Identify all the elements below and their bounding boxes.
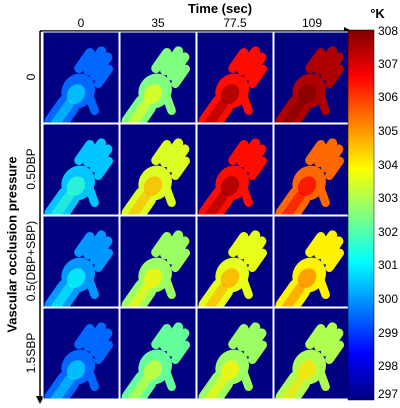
thermal-cell-r3-c4 [273,215,351,308]
hand-silhouette [121,46,190,123]
hand-silhouette [121,230,190,307]
thermal-cell-r1-c2 [119,31,197,124]
column-label: 0 [77,16,85,30]
colorbar-tick-label: 299 [378,325,399,340]
thermal-cell-r4-c3 [196,307,274,400]
hand-silhouette [44,322,113,399]
x-axis-title: Time (sec) [187,1,253,16]
thermal-cell-r1-c1 [42,31,120,124]
hand-silhouette [44,138,113,215]
thermal-cell-r1-c4 [273,31,351,124]
hand-silhouette [275,138,344,215]
thermal-cell-r2-c1 [42,123,120,216]
colorbar-tick-label: 307 [378,56,399,71]
colorbar-tick-label: 306 [378,90,399,105]
thermal-cell-r4-c1 [42,307,120,400]
y-axis-title: Vascular occlusion pressure [4,156,20,333]
colorbar-tick-label: 297 [378,387,399,401]
column-label: 77.5 [223,16,247,30]
hand-silhouette [198,46,267,123]
colorbar-tick-label: 305 [378,123,399,138]
hand-silhouette [198,230,267,307]
thermal-cell-r3-c1 [42,215,120,308]
colorbar-unit: °K [370,6,385,21]
thermal-cell-r1-c3 [196,31,274,124]
row-label: 1.5SBP [24,332,38,373]
colorbar [347,29,375,401]
hand-silhouette [275,46,344,123]
hand-silhouette [44,46,113,123]
hand-silhouette [198,322,267,399]
hand-silhouette [275,230,344,307]
hand-silhouette [198,138,267,215]
colorbar-tick-label: 300 [378,292,399,307]
thermal-cell-r4-c4 [273,307,351,400]
thermal-cell-r4-c2 [119,307,197,400]
thermal-cell-r3-c2 [119,215,197,308]
colorbar-tick-label: 304 [378,157,399,172]
column-label: 35 [151,16,165,30]
axes-arrows [36,27,352,404]
thermal-cell-r2-c3 [196,123,274,216]
colorbar-tick-label: 308 [378,24,399,38]
thermal-cell-r2-c2 [119,123,197,216]
thermal-cell-r2-c4 [273,123,351,216]
hand-silhouette [44,230,113,307]
colorbar-tick-label: 298 [378,359,399,374]
colorbar-tick-label: 303 [378,191,399,206]
colorbar-tick-label: 302 [378,224,399,239]
colorbar-tick-label: 301 [378,258,399,273]
hand-silhouette [121,138,190,215]
hand-silhouette [121,322,190,399]
hand-silhouette [275,322,344,399]
thermal-image-grid [42,31,351,400]
column-label: 109 [301,16,323,30]
thermal-cell-r3-c3 [196,215,274,308]
